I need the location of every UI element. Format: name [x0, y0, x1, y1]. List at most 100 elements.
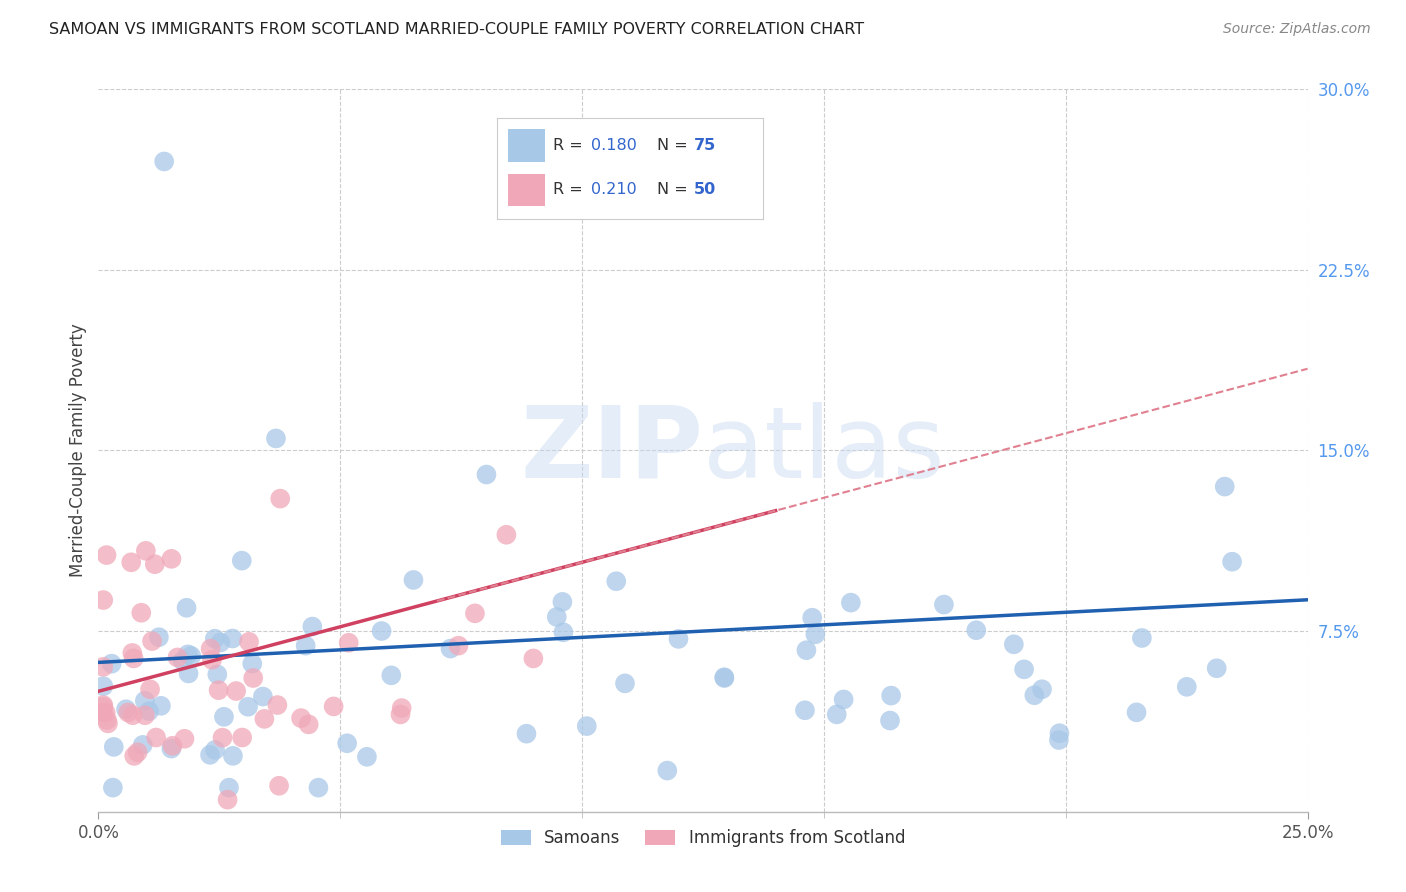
Point	[402, 573, 425, 587]
Point	[135, 544, 157, 558]
Point	[307, 780, 329, 795]
Text: atlas: atlas	[703, 402, 945, 499]
Point	[1125, 706, 1147, 720]
Point	[264, 431, 287, 445]
Point	[121, 646, 143, 660]
Point	[389, 707, 412, 722]
Point	[447, 639, 470, 653]
Point	[605, 574, 627, 589]
Point	[515, 727, 537, 741]
Point	[200, 641, 222, 656]
Point	[129, 606, 152, 620]
Point	[242, 671, 264, 685]
Point	[127, 745, 149, 759]
Point	[209, 635, 232, 649]
Point	[96, 713, 118, 727]
Point	[522, 651, 544, 665]
Point	[965, 624, 987, 638]
Point	[1205, 661, 1227, 675]
Point	[91, 699, 114, 714]
Point	[122, 748, 145, 763]
Point	[91, 660, 114, 674]
Point	[657, 764, 679, 778]
Point	[546, 610, 568, 624]
Point	[96, 548, 118, 562]
Point	[391, 701, 413, 715]
Point	[91, 679, 114, 693]
Point	[120, 555, 142, 569]
Point	[160, 551, 183, 566]
Text: Source: ZipAtlas.com: Source: ZipAtlas.com	[1223, 22, 1371, 37]
Point	[149, 698, 172, 713]
Point	[298, 717, 321, 731]
Point	[475, 467, 498, 482]
Point	[207, 683, 229, 698]
Point	[103, 739, 125, 754]
Point	[252, 690, 274, 704]
Point	[796, 643, 818, 657]
Point	[551, 595, 574, 609]
Point	[1220, 555, 1243, 569]
Point	[825, 707, 848, 722]
Point	[1002, 637, 1025, 651]
Point	[143, 558, 166, 572]
Point	[211, 731, 233, 745]
Point	[139, 682, 162, 697]
Point	[134, 694, 156, 708]
Point	[879, 714, 901, 728]
Point	[1049, 726, 1071, 740]
Point	[380, 668, 402, 682]
Point	[322, 699, 344, 714]
Point	[668, 632, 690, 646]
Point	[117, 706, 139, 720]
Point	[266, 698, 288, 712]
Point	[269, 491, 291, 506]
Point	[290, 711, 312, 725]
Point	[173, 731, 195, 746]
Point	[138, 704, 160, 718]
Point	[132, 738, 155, 752]
Point	[1047, 733, 1070, 747]
Point	[880, 689, 903, 703]
Point	[198, 747, 221, 762]
Point	[145, 731, 167, 745]
Point	[222, 748, 245, 763]
Point	[553, 625, 575, 640]
Point	[1024, 688, 1046, 702]
Point	[100, 657, 122, 671]
Point	[337, 636, 360, 650]
Point	[121, 708, 143, 723]
Point	[713, 671, 735, 685]
Point	[804, 627, 827, 641]
Point	[134, 708, 156, 723]
Point	[1175, 680, 1198, 694]
Point	[575, 719, 598, 733]
Legend: Samoans, Immigrants from Scotland: Samoans, Immigrants from Scotland	[494, 822, 912, 854]
Point	[225, 684, 247, 698]
Point	[177, 648, 200, 662]
Point	[91, 698, 114, 712]
Point	[166, 650, 188, 665]
Point	[177, 666, 200, 681]
Point	[204, 743, 226, 757]
Point	[301, 619, 323, 633]
Y-axis label: Married-Couple Family Poverty: Married-Couple Family Poverty	[69, 324, 87, 577]
Point	[160, 741, 183, 756]
Point	[231, 554, 253, 568]
Point	[153, 154, 176, 169]
Point	[839, 596, 862, 610]
Point	[212, 710, 235, 724]
Point	[101, 780, 124, 795]
Point	[294, 639, 316, 653]
Point	[94, 706, 117, 720]
Point	[172, 654, 194, 668]
Point	[356, 749, 378, 764]
Point	[1130, 631, 1153, 645]
Point	[97, 716, 120, 731]
Point	[236, 699, 259, 714]
Point	[932, 598, 955, 612]
Point	[1031, 682, 1053, 697]
Point	[495, 527, 517, 541]
Point	[231, 731, 253, 745]
Point	[614, 676, 637, 690]
